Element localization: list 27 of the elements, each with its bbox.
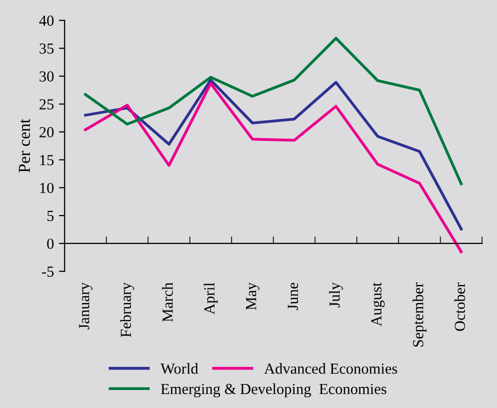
x-tick-label: February bbox=[120, 282, 134, 338]
y-tick-label: 15 bbox=[40, 155, 54, 166]
legend-label: Emerging & Developing Economies bbox=[160, 383, 386, 398]
y-tick-label: 10 bbox=[40, 182, 54, 194]
line-series bbox=[84, 36, 463, 186]
y-tick-label: 25 bbox=[40, 99, 54, 110]
x-tick-label: July bbox=[329, 282, 343, 308]
x-tick-label: January bbox=[79, 282, 92, 330]
line-series bbox=[84, 82, 463, 254]
x-tick-label: June bbox=[288, 282, 298, 310]
y-tick-label: 20 bbox=[40, 127, 54, 138]
x-tick-label: May bbox=[246, 282, 260, 310]
y-tick-label: 30 bbox=[40, 71, 54, 82]
y-tick-label: 5 bbox=[47, 210, 54, 222]
y-tick-label: 40 bbox=[39, 16, 54, 26]
y-tick-label: 35 bbox=[40, 43, 54, 54]
y-tick-label: 0 bbox=[47, 238, 54, 249]
line-series bbox=[84, 78, 463, 230]
y-axis-title: Per cent bbox=[18, 118, 30, 172]
legend-label: Advanced Economies bbox=[264, 363, 398, 374]
x-tick-label: April bbox=[204, 282, 218, 314]
x-tick-label: August bbox=[371, 282, 385, 326]
x-tick-label: September bbox=[412, 282, 426, 347]
x-tick-label: October bbox=[454, 282, 466, 331]
legend-label: World bbox=[160, 363, 198, 374]
x-tick-label: March bbox=[162, 282, 173, 322]
y-tick-label: -5 bbox=[42, 266, 54, 277]
